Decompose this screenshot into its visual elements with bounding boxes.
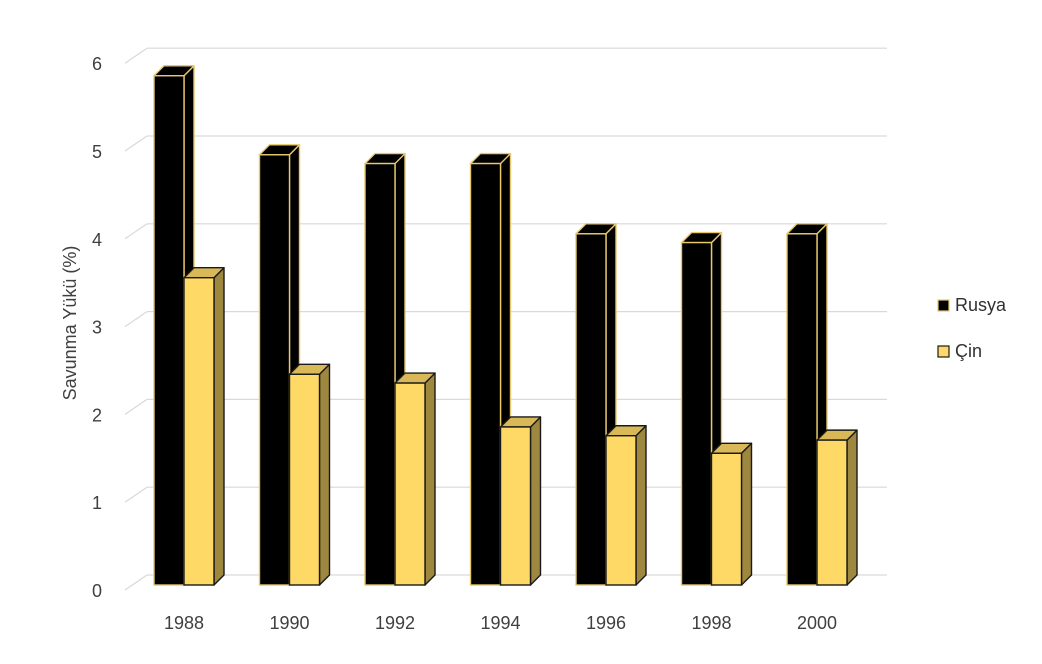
bar-front-face [153, 75, 185, 586]
gridline-depth [124, 486, 148, 503]
bar-side-face [529, 416, 542, 586]
x-tick-label: 1994 [480, 613, 520, 633]
bar-front-face [288, 373, 321, 586]
bar-front-face [499, 426, 532, 586]
legend: Rusya Çin [937, 295, 1007, 361]
y-tick-label: 6 [92, 54, 102, 74]
bar-side-face [740, 442, 753, 586]
y-tick-label: 4 [92, 230, 102, 250]
bars [153, 65, 858, 586]
x-tick-label: 1990 [269, 613, 309, 633]
gridline-depth [124, 135, 148, 152]
legend-label: Rusya [955, 295, 1007, 315]
gridline-depth [124, 574, 148, 591]
y-tick-labels: 0 1 2 3 4 5 6 [92, 54, 102, 601]
x-tick-labels: 1988 1990 1992 1994 1996 1998 2000 [164, 613, 837, 633]
gridline-depth [124, 311, 148, 328]
bar-front-face [258, 154, 291, 586]
y-tick-label: 3 [92, 318, 102, 338]
legend-swatch [937, 345, 950, 358]
bar-front-face [710, 452, 743, 586]
gridline-depth [124, 223, 148, 240]
bar-side-face [846, 429, 858, 586]
x-tick-label: 1988 [164, 613, 204, 633]
bar-çin-1992 [394, 372, 436, 586]
bar-çin-1990 [288, 363, 331, 586]
y-tick-label: 0 [92, 581, 102, 601]
x-tick-label: 2000 [797, 613, 837, 633]
bar-çin-1988 [183, 267, 225, 586]
bar-side-face [213, 267, 225, 586]
legend-swatch [937, 299, 950, 312]
bar-front-face [469, 162, 502, 586]
bar-front-face [786, 233, 818, 586]
x-tick-label: 1998 [691, 613, 731, 633]
bar-çin-1994 [499, 416, 542, 586]
gridline-depth [124, 398, 148, 415]
bar-side-face [424, 372, 436, 586]
legend-item-çin: Çin [937, 341, 982, 361]
bar-front-face [575, 233, 607, 586]
bar-front-face [816, 439, 848, 586]
bar-front-face [183, 277, 215, 586]
legend-label: Çin [955, 341, 982, 361]
bar-çin-1996 [605, 425, 647, 586]
bar-front-face [364, 162, 396, 586]
y-axis-title: Savunma Yükü (%) [60, 246, 80, 401]
x-tick-label: 1996 [586, 613, 626, 633]
gridline-depth [124, 47, 148, 64]
bar-side-face [635, 425, 647, 586]
bar-front-face [394, 382, 426, 586]
x-tick-label: 1992 [375, 613, 415, 633]
bar-front-face [605, 435, 637, 586]
legend-item-rusya: Rusya [937, 295, 1007, 315]
bar-çin-1998 [710, 442, 753, 586]
bar-çin-2000 [816, 429, 858, 586]
bar-front-face [680, 241, 713, 586]
y-tick-label: 5 [92, 142, 102, 162]
y-tick-label: 2 [92, 405, 102, 425]
y-tick-label: 1 [92, 493, 102, 513]
bar-side-face [318, 363, 331, 586]
